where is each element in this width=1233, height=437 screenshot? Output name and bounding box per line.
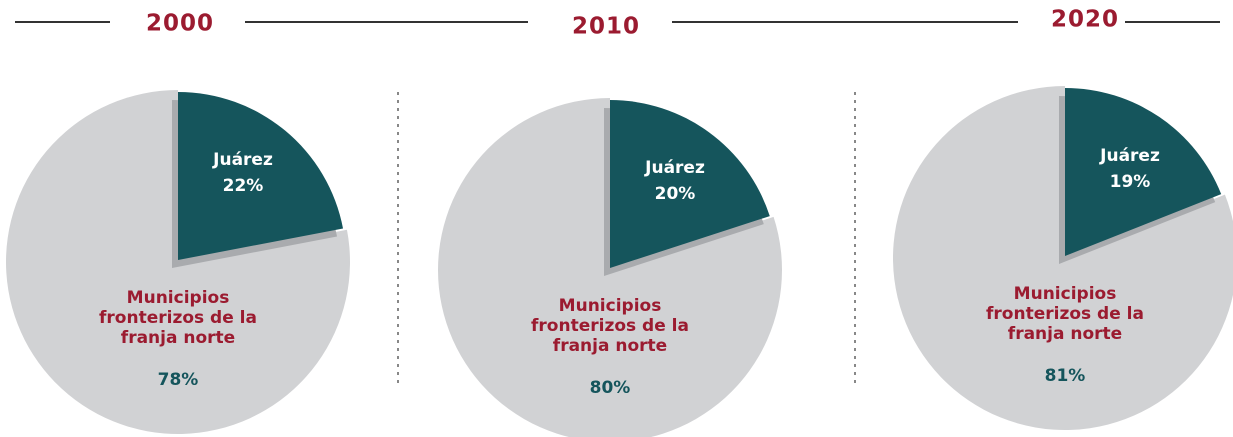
value-label: 20% bbox=[654, 184, 696, 204]
pie-title: 2010 bbox=[572, 14, 640, 40]
slice-label: Juárez bbox=[213, 150, 273, 170]
slice bbox=[178, 92, 344, 260]
slice-label: Municipios fronterizos de la franja nort… bbox=[99, 288, 257, 348]
pie-title: 2000 bbox=[146, 11, 214, 37]
value-label: 80% bbox=[589, 378, 631, 398]
value-label: 22% bbox=[222, 176, 264, 196]
slice-label: Municipios fronterizos de la franja nort… bbox=[986, 284, 1144, 344]
slice bbox=[1065, 88, 1222, 256]
slice-label: Juárez bbox=[1100, 146, 1160, 166]
value-label: 78% bbox=[157, 370, 199, 390]
value-label: 81% bbox=[1044, 366, 1086, 386]
value-label: 19% bbox=[1109, 172, 1151, 192]
slice bbox=[438, 98, 783, 437]
pie-title: 2020 bbox=[1051, 7, 1119, 33]
slice-label: Municipios fronterizos de la franja nort… bbox=[531, 296, 689, 356]
slice bbox=[610, 100, 770, 268]
slice-label: Juárez bbox=[645, 158, 705, 178]
dividers bbox=[397, 92, 856, 388]
